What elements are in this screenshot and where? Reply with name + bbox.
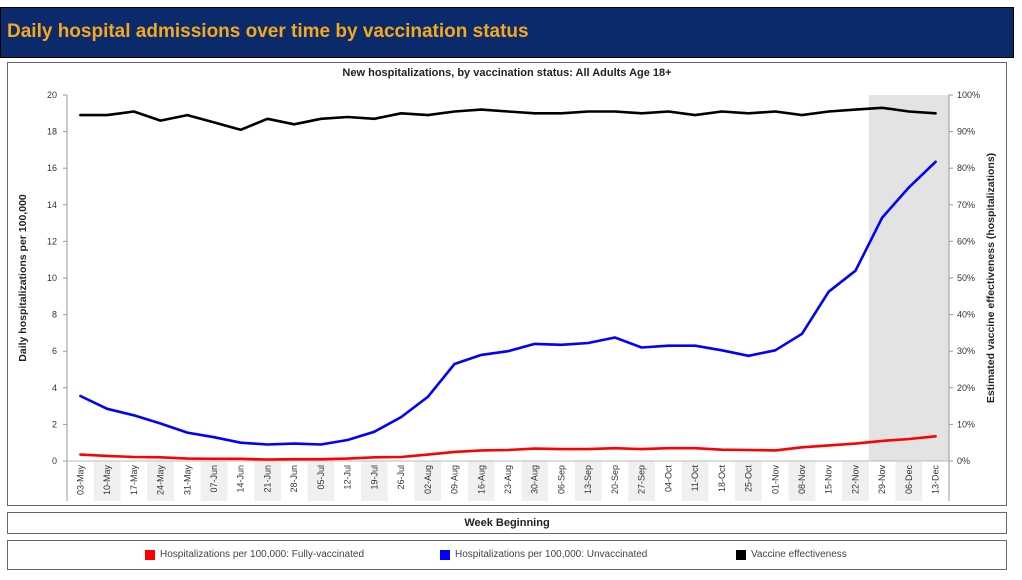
x-tick-label: 31-May	[182, 465, 192, 496]
x-band	[361, 461, 388, 501]
y2-tick-label: 30%	[957, 346, 975, 356]
x-tick-label: 20-Sep	[610, 465, 620, 494]
legend-item-fully-vaccinated[interactable]: Hospitalizations per 100,000: Fully-vacc…	[145, 549, 364, 560]
legend-swatch-red	[145, 549, 155, 560]
x-tick-label: 09-Aug	[450, 465, 460, 494]
line-chart: 0 2 4 6 8 10 12 14 16 18 20 0% 10% 20% 30% 40% 50% 60% 70%…	[17, 90, 997, 501]
x-band	[628, 461, 655, 501]
x-band	[895, 461, 923, 501]
x-tick-label: 15-Nov	[824, 465, 834, 495]
x-tick-label: 29-Nov	[877, 465, 887, 495]
series-line-unvaccinated	[79, 160, 937, 446]
x-tick-label: 04-Oct	[663, 465, 673, 493]
legend: Hospitalizations per 100,000: Fully-vacc…	[7, 540, 1007, 570]
x-tick-label: 11-Oct	[690, 465, 700, 492]
y-tick-label: 2	[52, 419, 57, 429]
y-tick-label: 16	[47, 163, 57, 173]
x-tick-label: 03-May	[75, 465, 85, 496]
legend-swatch-blue	[440, 549, 450, 560]
chart-panel: 0 2 4 6 8 10 12 14 16 18 20 0% 10% 20% 30% 40% 50% 60% 70%…	[7, 62, 1007, 506]
x-tick-label: 26-Jul	[396, 465, 406, 490]
y-tick-label: 6	[52, 346, 57, 356]
y-tick-label: 4	[52, 383, 57, 393]
y-axis-title: Daily hospitalizations per 100,000	[17, 194, 29, 362]
x-tick-label: 05-Jul	[316, 465, 326, 490]
x-band	[200, 461, 228, 501]
legend-label: Vaccine effectiveness	[751, 549, 847, 560]
x-tick-label: 22-Nov	[850, 465, 860, 495]
x-tick-label: 08-Nov	[797, 465, 807, 495]
y2-tick-label: 90%	[957, 127, 975, 137]
legend-label: Hospitalizations per 100,000: Fully-vacc…	[160, 549, 364, 560]
legend-item-vaccine-effectiveness[interactable]: Vaccine effectiveness	[736, 549, 847, 560]
y2-tick-label: 10%	[957, 419, 975, 429]
y2-tick-label: 70%	[957, 200, 975, 210]
x-tick-label: 19-Jul	[369, 465, 379, 490]
x-axis-title: Week Beginning	[7, 512, 1007, 534]
legend-label: Hospitalizations per 100,000: Unvaccinat…	[455, 549, 648, 560]
x-band	[735, 461, 762, 501]
y2-tick-label: 50%	[957, 273, 975, 283]
y-tick-label: 20	[47, 90, 57, 100]
x-tick-label: 02-Aug	[423, 465, 433, 494]
x-tick-label: 12-Jul	[343, 465, 353, 490]
chart-title: New hospitalizations, by vaccination sta…	[342, 67, 672, 79]
x-tick-label: 23-Aug	[503, 465, 513, 494]
x-band	[414, 461, 442, 501]
y2-tick-label: 60%	[957, 236, 975, 246]
y-tick-label: 12	[47, 236, 57, 246]
x-band	[254, 461, 281, 501]
y-tick-label: 8	[52, 310, 57, 320]
shaded-region	[868, 95, 949, 461]
x-tick-label: 16-Aug	[476, 465, 486, 494]
x-tick-label: 01-Nov	[770, 465, 780, 495]
x-band	[147, 461, 174, 501]
x-tick-label: 13-Sep	[583, 465, 593, 494]
x-tick-label: 25-Oct	[744, 465, 754, 493]
x-band	[93, 461, 121, 501]
x-tick-label: 06-Dec	[904, 465, 914, 495]
x-tick-label: 17-May	[129, 465, 139, 496]
y2-tick-label: 0%	[957, 456, 970, 466]
x-tick-label: 18-Oct	[717, 465, 727, 493]
y2-tick-label: 100%	[957, 90, 980, 100]
x-band	[788, 461, 816, 501]
x-band	[574, 461, 602, 501]
legend-item-unvaccinated[interactable]: Hospitalizations per 100,000: Unvaccinat…	[440, 549, 647, 560]
x-tick-label: 13-Dec	[931, 465, 941, 495]
x-tick-label: 28-Jun	[289, 465, 299, 493]
x-tick-label: 30-Aug	[530, 465, 540, 494]
y2-tick-label: 40%	[957, 310, 975, 320]
y2-tick-label: 20%	[957, 383, 975, 393]
y-tick-label: 0	[52, 456, 57, 466]
y-tick-label: 10	[47, 273, 57, 283]
x-tick-label: 06-Sep	[556, 465, 566, 494]
series-line-vaccine-effectiveness	[79, 106, 937, 132]
y2-axis-title: Estimated vaccine effectiveness (hospita…	[985, 153, 997, 403]
x-tick-label: 10-May	[102, 465, 112, 496]
x-tick-label: 21-Jun	[262, 465, 272, 493]
x-band	[307, 461, 335, 501]
legend-swatch-black	[736, 549, 746, 560]
x-band	[467, 461, 495, 501]
page-title: Daily hospital admissions over time by v…	[7, 21, 529, 42]
x-tick-label: 24-May	[156, 465, 166, 496]
series-line-fully-vaccinated	[79, 434, 937, 461]
x-band	[681, 461, 709, 501]
x-tick-label: 07-Jun	[209, 465, 219, 493]
x-band	[521, 461, 549, 501]
x-tick-label: 14-Jun	[236, 465, 246, 493]
y-tick-label: 14	[47, 200, 57, 210]
x-tick-label: 27-Sep	[637, 465, 647, 494]
y-tick-label: 18	[47, 127, 57, 137]
header-bar: Daily hospital admissions over time by v…	[0, 7, 1014, 58]
y2-tick-label: 80%	[957, 163, 975, 173]
x-band	[842, 461, 869, 501]
